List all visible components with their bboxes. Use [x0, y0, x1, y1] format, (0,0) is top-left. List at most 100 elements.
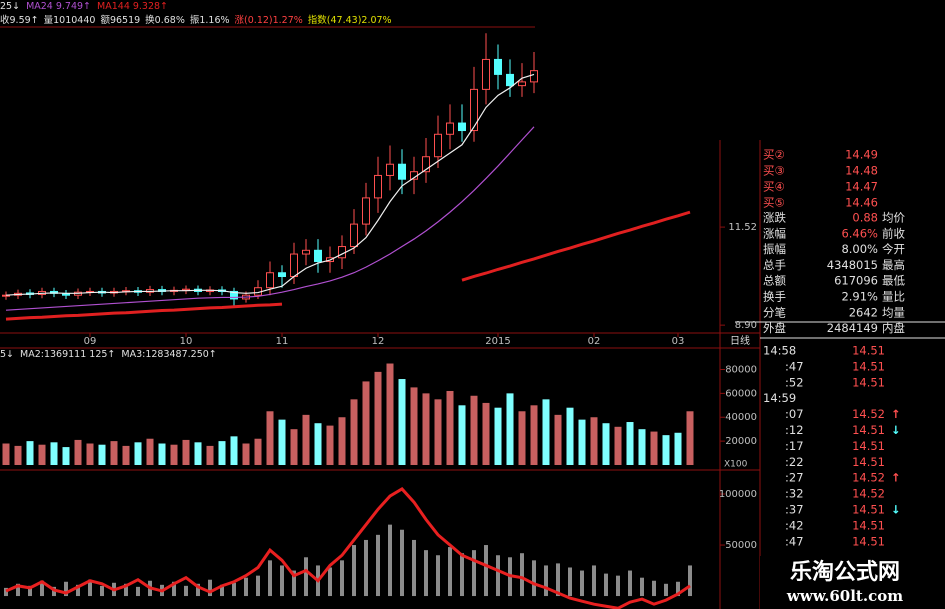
bar [398, 379, 406, 465]
tick-time: :42 [785, 518, 804, 532]
ma-line [5, 487, 691, 609]
tick-arrow: ↓ [891, 503, 901, 517]
bar [604, 573, 608, 597]
header-item: 25↓ [0, 1, 20, 12]
candle-body [266, 272, 274, 289]
tick-price: 14.52 [852, 471, 885, 485]
unit-label: X100 [724, 460, 748, 470]
bar [530, 405, 538, 465]
bar [532, 560, 536, 597]
tick-time: 14:59 [763, 391, 796, 405]
bar [254, 438, 262, 465]
y-tick-label: 100000 [719, 489, 757, 500]
bar [290, 429, 298, 465]
bar [232, 582, 236, 597]
stat-label: 最高 [882, 258, 905, 272]
stat-label: 总额 [763, 274, 786, 288]
bar [506, 393, 514, 465]
bar [278, 419, 286, 465]
bar [242, 443, 250, 465]
candle-body [482, 58, 490, 90]
tick-time: :37 [785, 503, 804, 517]
bar [482, 402, 490, 465]
stat-value: 617096 [834, 274, 878, 288]
legend-value: 9.328↑ [133, 1, 168, 12]
bar [686, 411, 694, 465]
stat-value: 8.00% [841, 242, 878, 256]
bar [652, 580, 656, 597]
tick-price: 14.51 [852, 518, 885, 532]
bar [580, 570, 584, 597]
bar [40, 580, 44, 597]
bar [544, 565, 548, 597]
bar [26, 441, 34, 465]
bar [386, 363, 394, 465]
bar [364, 539, 368, 597]
bar [64, 581, 68, 597]
panel-header: 25↓ MA24 9.749↑ MA144 9.328↑ [0, 1, 168, 12]
bar [568, 567, 572, 597]
x-tick-label: 02 [588, 336, 601, 347]
bar [554, 414, 562, 465]
stat-value: 2642 [849, 305, 878, 319]
legend-name: MA24 [26, 1, 53, 12]
tick-arrow: ↓ [891, 423, 901, 437]
stat-label: 振幅 [763, 242, 786, 256]
watermark-box [760, 556, 945, 609]
bar [2, 443, 10, 465]
bar [688, 565, 692, 597]
tick-price: 14.51 [852, 375, 885, 389]
tick-arrow: ↑ [891, 471, 901, 485]
tick-time: :47 [785, 359, 804, 373]
info-item: 收9.59↑ [0, 14, 39, 26]
candle-body [434, 133, 442, 158]
bar [146, 438, 154, 465]
bar [350, 399, 358, 465]
candle-body [398, 163, 406, 180]
candle-body [362, 197, 370, 225]
stat-value: 6.46% [841, 226, 878, 240]
tick-time: :47 [785, 534, 804, 548]
candle-body [470, 88, 478, 132]
bar [460, 553, 464, 597]
candle-body [530, 70, 538, 83]
stat-value: 2.91% [841, 290, 878, 304]
candle-body [314, 249, 322, 263]
bar [314, 423, 322, 465]
bar [86, 443, 94, 465]
period-label: 日线 [730, 334, 750, 347]
bar [472, 550, 476, 597]
bar [458, 405, 466, 465]
tick-price: 14.51 [852, 423, 885, 437]
bar [194, 442, 202, 465]
x-tick-label: 03 [672, 336, 685, 347]
ma-line [5, 302, 283, 321]
candle-body [290, 253, 298, 277]
bar [124, 583, 128, 597]
x-tick-label: 10 [180, 336, 193, 347]
y-tick-label: 20000 [725, 436, 757, 447]
x-tick-label: 2015 [485, 336, 510, 347]
bar [196, 583, 200, 597]
stat-label: 今开 [882, 242, 905, 256]
tick-time: :07 [785, 407, 804, 421]
bar [206, 445, 214, 465]
stat-label: 量比 [882, 290, 905, 304]
y-tick-label: 80000 [725, 364, 757, 375]
bar [446, 390, 454, 465]
bar [230, 436, 238, 465]
tick-price: 14.51 [852, 534, 885, 548]
bar [266, 411, 274, 465]
stat-label: 总手 [763, 258, 786, 272]
bar [518, 411, 526, 465]
bar [362, 381, 370, 465]
candle-body [446, 122, 454, 135]
info-item: 指数(47.43)2.07% [308, 14, 392, 26]
bar [376, 534, 380, 597]
watermark-title: 乐淘公式网 [790, 559, 900, 585]
bar [122, 445, 130, 465]
bar [410, 387, 418, 465]
bar [566, 407, 574, 465]
tick-time: :32 [785, 487, 804, 501]
